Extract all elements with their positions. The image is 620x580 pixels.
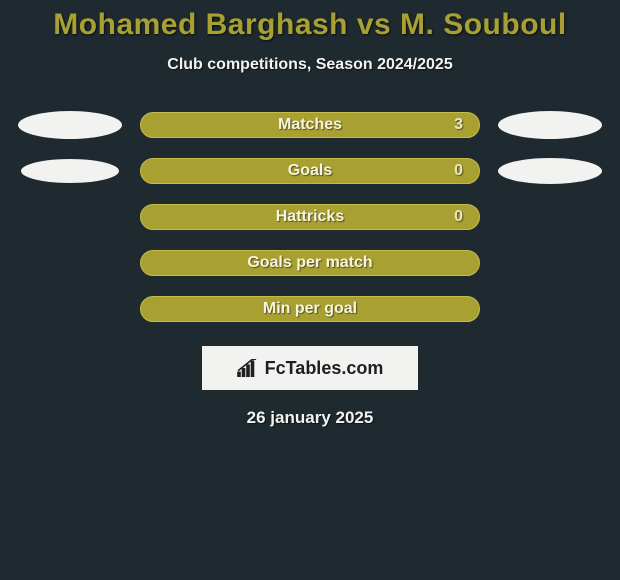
bar-wrap: Min per goal [132, 296, 488, 322]
bar-wrap: Hattricks 0 [132, 204, 488, 230]
left-side [8, 111, 132, 139]
stat-row: Min per goal [8, 296, 612, 322]
player-ellipse-left [21, 159, 119, 183]
bar-wrap: Matches 3 [132, 112, 488, 138]
comparison-card: Mohamed Barghash vs M. Souboul Club comp… [0, 0, 620, 580]
player-ellipse-right [498, 111, 602, 139]
stat-bar: Matches 3 [140, 112, 480, 138]
brand-badge[interactable]: FcTables.com [202, 346, 418, 390]
player-ellipse-right [498, 158, 602, 184]
subtitle: Club competitions, Season 2024/2025 [0, 56, 620, 74]
stat-label: Min per goal [263, 300, 357, 318]
player-ellipse-left [18, 111, 122, 139]
stat-bar: Goals per match [140, 250, 480, 276]
bar-wrap: Goals 0 [132, 158, 488, 184]
stat-row: Matches 3 [8, 112, 612, 138]
datestamp: 26 january 2025 [0, 408, 620, 428]
stat-label: Goals [288, 162, 332, 180]
stat-row: Goals per match [8, 250, 612, 276]
brand-text: FcTables.com [265, 358, 384, 379]
stat-label: Matches [278, 116, 342, 134]
stat-rows: Matches 3 Goals 0 Hattricks 0 Goals per match M… [0, 112, 620, 322]
stat-value: 3 [454, 116, 463, 134]
stat-row: Hattricks 0 [8, 204, 612, 230]
stat-bar: Goals 0 [140, 158, 480, 184]
right-side [488, 111, 612, 139]
bars-icon [237, 359, 259, 377]
left-side [8, 159, 132, 183]
stat-value: 0 [454, 208, 463, 226]
stat-label: Goals per match [247, 254, 372, 272]
stat-bar: Hattricks 0 [140, 204, 480, 230]
stat-row: Goals 0 [8, 158, 612, 184]
stat-value: 0 [454, 162, 463, 180]
stat-bar: Min per goal [140, 296, 480, 322]
bar-wrap: Goals per match [132, 250, 488, 276]
right-side [488, 158, 612, 184]
page-title: Mohamed Barghash vs M. Souboul [0, 0, 620, 42]
stat-label: Hattricks [276, 208, 344, 226]
